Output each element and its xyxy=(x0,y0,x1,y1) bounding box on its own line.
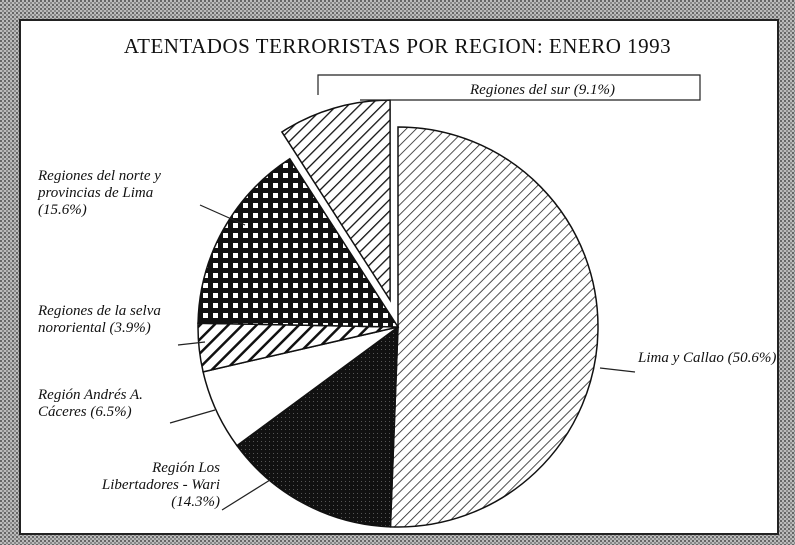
leader-line xyxy=(599,367,636,373)
category-name: Región Los Libertadores - Wari xyxy=(101,460,220,493)
leader-line xyxy=(199,204,246,226)
category-name: Región Andrés A. Cáceres xyxy=(38,387,143,420)
category-name: Regiones del norte y provincias de Lima xyxy=(38,168,161,201)
leader-line xyxy=(221,479,271,511)
slice-label: Regiones del norte y provincias de Lima … xyxy=(38,168,198,219)
category-name: Lima y Callao xyxy=(638,350,724,366)
pie-slice xyxy=(197,157,400,328)
value-label: (3.9%) xyxy=(109,320,151,336)
value-label: (6.5%) xyxy=(90,404,132,420)
value-label: (50.6%) xyxy=(727,350,777,366)
leader-line xyxy=(169,409,216,424)
pie-slice xyxy=(235,325,399,528)
chart-title: ATENTADOS TERRORISTAS POR REGION: ENERO … xyxy=(123,34,672,58)
pie xyxy=(197,99,599,528)
value-label: (15.6%) xyxy=(38,202,87,218)
leader-line xyxy=(177,341,206,346)
slice-label: Regiones del sur (9.1%) xyxy=(470,82,700,99)
value-label: (14.3%) xyxy=(171,494,220,510)
leader-lines xyxy=(169,74,701,511)
pie-slice xyxy=(389,126,599,528)
slice-label: Regiones de la selva nororiental (3.9%) xyxy=(38,303,188,337)
value-label: (9.1%) xyxy=(573,82,615,98)
slice-label: Lima y Callao (50.6%) xyxy=(638,350,778,367)
slice-label: Región Andrés A. Cáceres (6.5%) xyxy=(38,387,168,421)
category-name: Regiones de la selva nororiental xyxy=(38,303,161,336)
slice-label: Región Los Libertadores - Wari (14.3%) xyxy=(95,460,220,511)
category-name: Regiones del sur xyxy=(470,82,570,98)
leader-line xyxy=(317,74,701,101)
